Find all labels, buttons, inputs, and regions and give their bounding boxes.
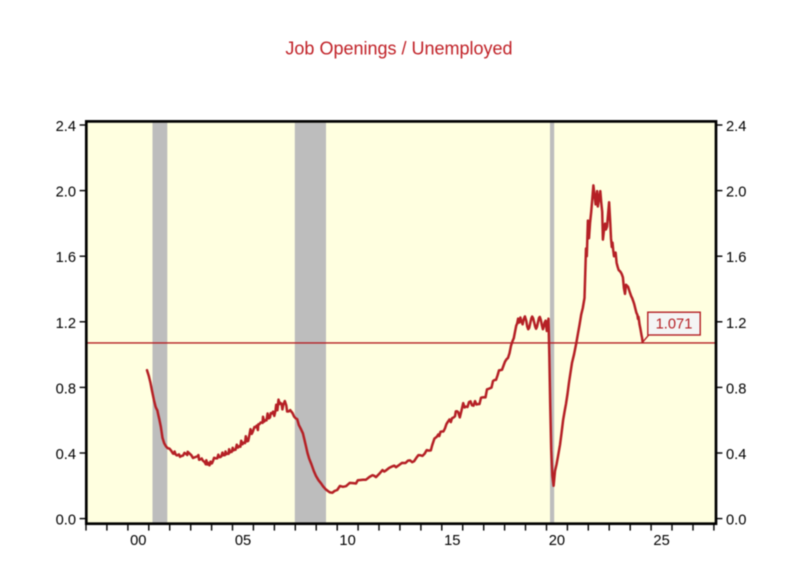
- svg-text:0.0: 0.0: [726, 513, 746, 529]
- svg-text:1.071: 1.071: [656, 317, 693, 333]
- svg-text:00: 00: [130, 533, 146, 549]
- svg-text:2.4: 2.4: [726, 119, 746, 135]
- svg-text:0.0: 0.0: [56, 513, 76, 529]
- svg-text:0.4: 0.4: [56, 447, 76, 463]
- svg-text:Job Openings / Unemployed: Job Openings / Unemployed: [285, 39, 512, 59]
- svg-text:1.6: 1.6: [726, 250, 746, 266]
- svg-text:10: 10: [339, 533, 355, 549]
- svg-text:1.2: 1.2: [726, 316, 746, 332]
- svg-text:15: 15: [444, 533, 460, 549]
- svg-text:2.0: 2.0: [726, 185, 746, 201]
- svg-text:0.8: 0.8: [56, 381, 76, 397]
- svg-text:20: 20: [549, 533, 565, 549]
- svg-text:2.0: 2.0: [56, 185, 76, 201]
- svg-text:1.6: 1.6: [56, 250, 76, 266]
- svg-text:25: 25: [653, 533, 669, 549]
- svg-text:1.2: 1.2: [56, 316, 76, 332]
- svg-text:0.8: 0.8: [726, 381, 746, 397]
- svg-text:05: 05: [235, 533, 251, 549]
- svg-text:2.4: 2.4: [56, 119, 76, 135]
- svg-text:0.4: 0.4: [726, 447, 746, 463]
